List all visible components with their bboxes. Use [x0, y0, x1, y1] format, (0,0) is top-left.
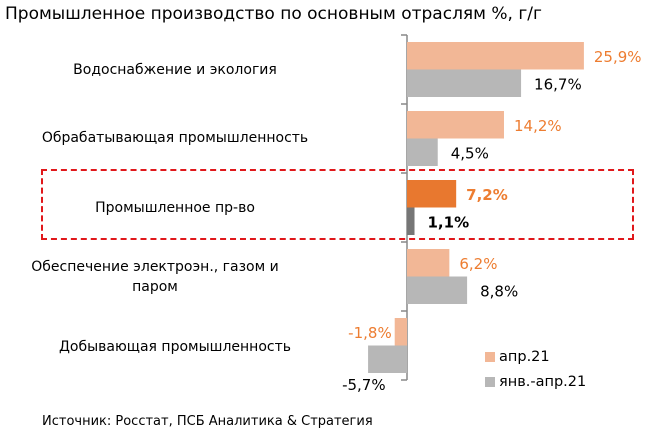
bar [407, 276, 468, 304]
data-label: 4,5% [451, 144, 489, 162]
data-label: 1,1% [428, 213, 470, 231]
category-label: Добывающая промышленность [58, 339, 291, 355]
data-label: 7,2% [466, 186, 508, 204]
bar [368, 345, 407, 373]
bar [394, 318, 407, 346]
data-label: 16,7% [534, 75, 582, 93]
bar [407, 69, 522, 97]
legend-label: янв.-апр.21 [499, 374, 587, 390]
data-label: 6,2% [459, 255, 497, 273]
data-label: 8,8% [480, 282, 518, 300]
data-label: -5,7% [342, 376, 386, 394]
category-label: Обрабатывающая промышленность [41, 130, 309, 146]
legend-item: янв.-апр.21 [485, 374, 586, 390]
legend-swatch [485, 377, 495, 387]
bar [407, 249, 450, 277]
category-label: Водоснабжение и экология [73, 62, 277, 78]
bar [407, 180, 457, 208]
legend-item: апр.21 [485, 349, 550, 365]
data-label: 25,9% [594, 48, 642, 66]
bar [407, 111, 504, 139]
category-label: Промышленное пр-во [95, 200, 255, 216]
data-label: 14,2% [514, 117, 562, 135]
source-note: Источник: Росстат, ПСБ Аналитика & Страт… [42, 414, 373, 429]
chart-title: Промышленное производство по основным от… [5, 4, 542, 24]
data-label: -1,8% [348, 324, 392, 342]
legend-label: апр.21 [499, 349, 550, 365]
bar [407, 207, 415, 235]
category-label: Обеспечение электроэн., газом и паром [31, 259, 279, 295]
highlight-box [41, 169, 634, 240]
bar [407, 138, 438, 166]
bar [407, 42, 584, 70]
legend-swatch [485, 352, 495, 362]
